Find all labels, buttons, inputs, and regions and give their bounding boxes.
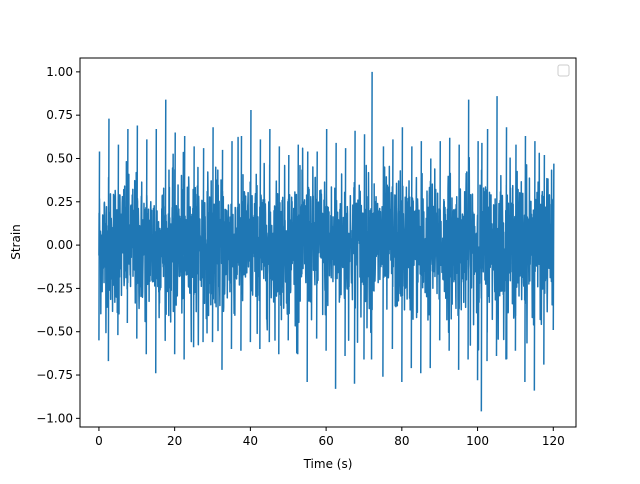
x-tick-label: 80 (394, 434, 409, 448)
legend (557, 64, 570, 77)
y-tick-label: 0.25 (46, 195, 73, 209)
x-tick-label: 40 (243, 434, 258, 448)
x-tick-label: 20 (167, 434, 182, 448)
strain-signal-line (98, 71, 555, 412)
x-axis-label: Time (s) (303, 457, 353, 471)
plot-frame (79, 57, 577, 428)
y-tick-label: 0.50 (46, 151, 73, 165)
y-axis-label: Strain (9, 224, 23, 260)
y-tick-label: 0.75 (46, 108, 73, 122)
x-tick-label: 100 (466, 434, 489, 448)
y-tick-label: −0.25 (36, 281, 73, 295)
signal-series (98, 71, 555, 412)
y-tick-label: −1.00 (36, 411, 73, 425)
y-axis-ticks: −1.00 −0.75 −0.50 −0.25 0.00 0.25 0.50 0.75 1.00 (36, 65, 80, 425)
y-tick-label: 0.00 (46, 238, 73, 252)
axes (79, 57, 577, 428)
x-tick-label: 60 (318, 434, 333, 448)
x-axis-ticks: 0 20 40 60 80 100 120 (95, 427, 565, 448)
y-tick-label: −0.50 (36, 325, 73, 339)
y-tick-label: −0.75 (36, 368, 73, 382)
x-tick-label: 0 (95, 434, 103, 448)
x-tick-label: 120 (542, 434, 565, 448)
y-tick-label: 1.00 (46, 65, 73, 79)
